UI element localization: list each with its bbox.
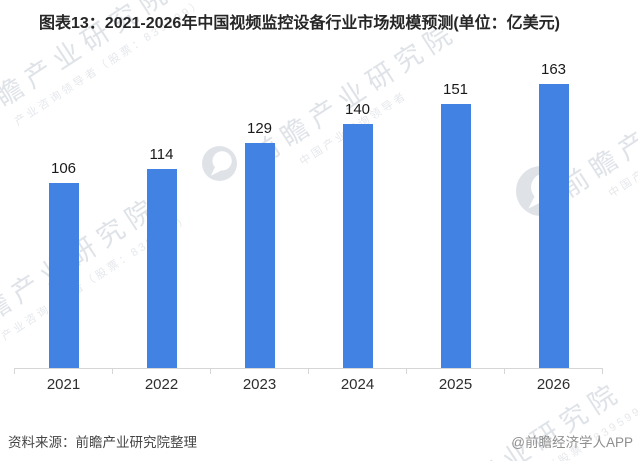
x-axis-tick <box>602 368 603 374</box>
source-note: 资料来源：前瞻产业研究院整理 <box>8 435 197 450</box>
x-axis-tick <box>308 368 309 374</box>
x-axis-tick <box>406 368 407 374</box>
x-axis-label-2023: 2023 <box>242 376 277 393</box>
bar-2023 <box>244 143 275 368</box>
x-axis-tick <box>14 368 15 374</box>
value-label-2025: 151 <box>442 81 469 98</box>
value-label-2026: 163 <box>540 61 567 78</box>
x-axis-label-2024: 2024 <box>340 376 375 393</box>
value-label-2021: 106 <box>50 160 77 177</box>
x-axis-tick <box>210 368 211 374</box>
bar-2026 <box>538 84 569 368</box>
bar-2025 <box>440 104 471 368</box>
value-label-2023: 129 <box>246 120 273 137</box>
app-credit: @前瞻经济学人APP <box>511 435 633 450</box>
x-axis-label-2022: 2022 <box>144 376 179 393</box>
chart-title: 图表13：2021-2026年中国视频监控设备行业市场规模预测(单位：亿美元) <box>39 15 560 32</box>
bar-2024 <box>342 124 373 368</box>
x-axis-label-2025: 2025 <box>438 376 473 393</box>
x-axis-tick <box>504 368 505 374</box>
x-axis-tick <box>112 368 113 374</box>
x-axis-label-2021: 2021 <box>46 376 81 393</box>
value-label-2022: 114 <box>149 146 174 163</box>
value-label-2024: 140 <box>344 101 371 118</box>
x-axis-label-2026: 2026 <box>536 376 571 393</box>
bar-2022 <box>146 169 177 368</box>
bar-2021 <box>48 183 79 368</box>
